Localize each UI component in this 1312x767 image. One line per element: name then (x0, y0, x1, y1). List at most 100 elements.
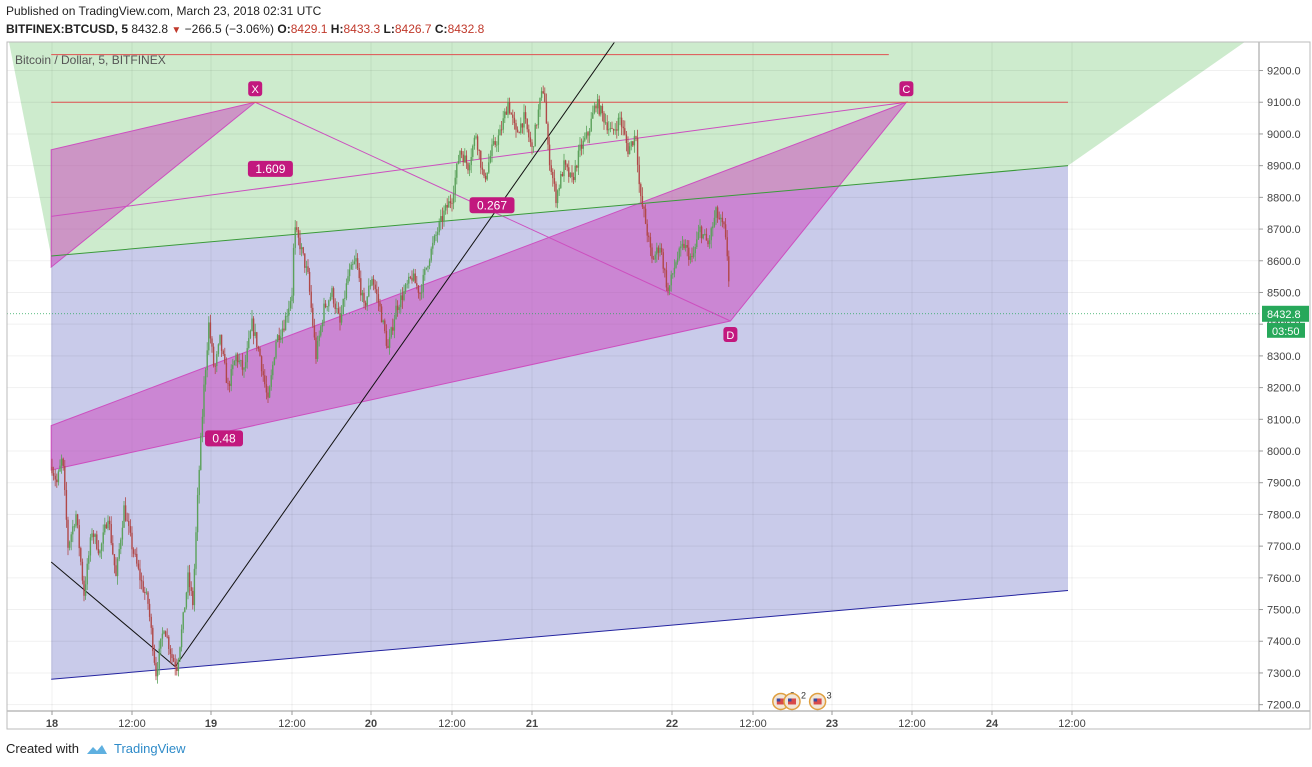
candle-body (227, 382, 229, 384)
symbol-name[interactable]: BITFINEX:BTCUSD, 5 (6, 22, 129, 36)
candle-body (681, 243, 684, 247)
candle-body (331, 288, 333, 297)
countdown-tag (1267, 322, 1305, 338)
candle-body (444, 205, 447, 211)
candle-body (720, 217, 722, 220)
candle-body (172, 658, 175, 662)
candle-body (481, 167, 484, 170)
candle-body (644, 208, 647, 224)
candle-body (68, 541, 71, 548)
candle-body (392, 327, 394, 331)
candle-body (198, 469, 200, 496)
candle-body (496, 144, 498, 146)
candle-body (67, 519, 69, 548)
flag-canton (776, 698, 781, 702)
y-tick-label: 8200.0 (1267, 383, 1301, 395)
candle-body (297, 229, 300, 238)
point-label-X: X (252, 84, 260, 96)
x-tick-label: 12:00 (278, 718, 306, 730)
candle-body (531, 142, 533, 147)
candle-body (184, 607, 186, 613)
tradingview-link[interactable]: TradingView (85, 741, 186, 756)
candle-body (108, 520, 111, 525)
event-count: 2 (801, 690, 806, 700)
candle-body (121, 527, 124, 540)
candle-body (646, 223, 648, 236)
candle-body (142, 581, 144, 592)
flag-canton (788, 698, 792, 702)
candle-body (371, 278, 373, 286)
candle-body (324, 303, 327, 308)
y-tick-label: 7700.0 (1267, 541, 1301, 553)
candle-body (492, 141, 495, 145)
high-value: 8433.3 (343, 22, 381, 36)
candle-body (502, 118, 504, 130)
candle-body (608, 129, 610, 131)
candle-body (366, 296, 368, 306)
candle-body (251, 318, 253, 331)
candle-body (326, 306, 328, 308)
candle-body (456, 163, 458, 178)
candle-body (716, 207, 719, 218)
candle-body (577, 150, 580, 168)
candle-body (152, 627, 154, 652)
y-tick-label: 8000.0 (1267, 446, 1301, 458)
y-tick-label: 8800.0 (1267, 192, 1301, 204)
candle-body (377, 294, 380, 303)
candle-body (280, 336, 282, 341)
candle-body (536, 124, 538, 126)
candle-body (507, 102, 509, 115)
candle-body (724, 224, 727, 238)
candle-body (329, 296, 332, 301)
x-tick-label: 21 (526, 718, 538, 730)
candle-body (652, 258, 655, 260)
candle-body (560, 174, 562, 188)
candle-body (475, 136, 477, 138)
candle-body (259, 348, 261, 357)
candle-body (558, 187, 560, 191)
candle-body (491, 144, 493, 156)
candle-body (414, 273, 416, 284)
candle-body (204, 370, 207, 385)
open-value: 8429.1 (290, 22, 328, 36)
candle-body (443, 210, 445, 221)
candle-body (182, 612, 184, 630)
candle-body (529, 137, 532, 143)
candle-body (400, 295, 402, 308)
candle-body (684, 245, 687, 249)
candle-body (715, 207, 717, 218)
candle-body (593, 105, 596, 113)
candle-body (323, 303, 325, 323)
candle-body (705, 233, 708, 241)
price-chart[interactable]: X C D 1.609 0.267 0.48 Bitcoin / Dollar, 5, BI… (0, 40, 1312, 733)
candle-body (526, 118, 528, 130)
candle-body (670, 274, 672, 286)
candle-body (590, 118, 592, 132)
candle-body (225, 362, 228, 383)
candle-body (244, 362, 247, 368)
candle-body (468, 165, 471, 171)
candle-body (628, 146, 631, 155)
candle-body (539, 97, 541, 110)
candle-body (139, 568, 141, 581)
candle-body (401, 295, 404, 301)
candle-body (382, 320, 384, 323)
candle-body (465, 155, 468, 164)
candle-body (260, 356, 263, 372)
candle-body (105, 524, 108, 529)
candle-body (430, 248, 432, 261)
candle-body (291, 295, 293, 302)
candle-body (320, 326, 322, 336)
candle-body (102, 532, 104, 544)
x-tick-label: 12:00 (118, 718, 146, 730)
candle-body (328, 300, 330, 307)
candle-body (206, 350, 208, 371)
candle-body (552, 171, 554, 179)
candle-body (281, 328, 284, 337)
candle-body (313, 325, 316, 338)
candle-body (272, 364, 274, 376)
candle-body (659, 247, 661, 253)
candle-body (425, 267, 428, 270)
candle-body (118, 549, 120, 559)
footer: Created with TradingView (6, 741, 186, 756)
